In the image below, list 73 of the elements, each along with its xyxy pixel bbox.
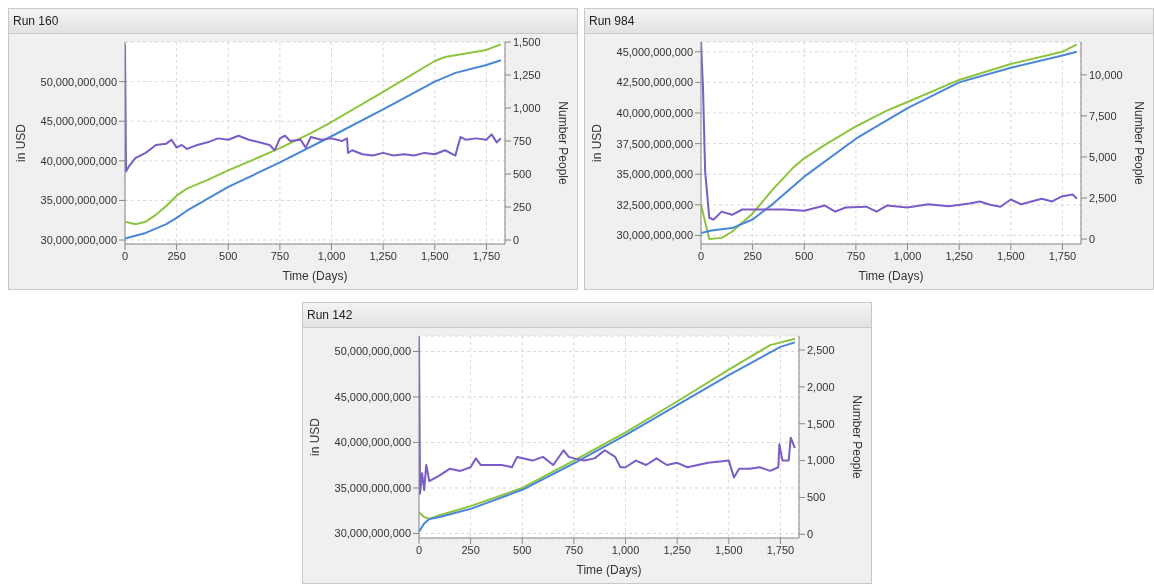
x-tick-label: 1,500: [421, 249, 449, 262]
x-tick-label: 750: [270, 249, 290, 262]
y-tick-label: 35,000,000,000: [334, 481, 411, 494]
y2-tick-label: 10,000: [1089, 68, 1123, 81]
y-tick-label: 45,000,000,000: [616, 45, 693, 58]
y-tick-label: 50,000,000,000: [334, 345, 411, 358]
y2-tick-label: 5,000: [1089, 150, 1117, 163]
x-tick-label: 750: [564, 543, 584, 556]
x-tick-label: 1,500: [715, 543, 743, 556]
x-tick-label: 1,750: [472, 249, 501, 262]
chart-title: Run 142: [303, 303, 871, 328]
y-tick-label: 30,000,000,000: [616, 229, 693, 242]
x-tick-label: 250: [461, 543, 480, 556]
x-tick-label: 500: [795, 249, 814, 262]
x-axis-title: Time (Days): [282, 269, 348, 283]
y2-tick-label: 1,250: [513, 68, 541, 81]
y-tick-label: 45,000,000,000: [40, 115, 117, 128]
x-tick-label: 1,000: [611, 543, 640, 556]
y2-tick-label: 2,500: [1089, 191, 1117, 204]
x-tick-label: 0: [697, 249, 705, 262]
y2-tick-label: 500: [513, 167, 532, 180]
x-tick-label: 1,500: [997, 249, 1025, 262]
x-tick-label: 1,250: [663, 543, 691, 556]
y2-tick-label: 1,500: [807, 417, 835, 430]
x-tick-label: 1,250: [369, 249, 397, 262]
x-tick-label: 1,000: [893, 249, 922, 262]
y2-tick-label: 500: [807, 491, 826, 504]
x-tick-label: 500: [513, 543, 532, 556]
y-tick-label: 35,000,000,000: [40, 194, 117, 207]
chart-title: Run 984: [585, 9, 1153, 34]
x-axis-title: Time (Days): [576, 563, 642, 577]
y-tick-label: 42,500,000,000: [616, 76, 693, 89]
y2-tick-label: 7,500: [1089, 109, 1117, 122]
y2-tick-label: 0: [513, 233, 520, 246]
y2-axis-title: Number People: [1131, 101, 1146, 186]
x-tick-label: 0: [121, 249, 129, 262]
line-series: [125, 59, 502, 240]
y-tick-label: 40,000,000,000: [334, 436, 411, 449]
y-tick-label: 40,000,000,000: [40, 154, 117, 167]
x-tick-label: 250: [743, 249, 762, 262]
y2-axis-title: Number People: [555, 101, 570, 186]
y2-tick-label: 2,500: [807, 343, 835, 356]
x-tick-label: 250: [167, 249, 186, 262]
y2-axis-title: Number People: [849, 395, 864, 480]
x-tick-label: 1,250: [945, 249, 973, 262]
y-axis-title: in USD: [14, 123, 29, 163]
chart-title: Run 160: [9, 9, 577, 34]
y-axis-title: in USD: [590, 123, 605, 163]
y-axis-title: in USD: [308, 417, 323, 457]
y2-tick-label: 1,000: [513, 101, 541, 114]
y2-tick-label: 2,000: [807, 380, 835, 393]
x-axis-title: Time (Days): [858, 269, 924, 283]
y-tick-label: 35,000,000,000: [616, 168, 693, 181]
y-tick-label: 32,500,000,000: [616, 198, 693, 211]
x-tick-label: 1,750: [1048, 249, 1077, 262]
y-tick-label: 40,000,000,000: [616, 106, 693, 119]
y2-tick-label: 250: [513, 200, 532, 213]
y-tick-label: 30,000,000,000: [334, 527, 411, 540]
line-series: [125, 43, 502, 226]
y2-tick-label: 1,500: [513, 35, 541, 48]
x-tick-label: 1,750: [766, 543, 795, 556]
y-tick-label: 50,000,000,000: [40, 75, 117, 88]
y-tick-label: 45,000,000,000: [334, 390, 411, 403]
y2-tick-label: 0: [807, 528, 814, 541]
y-tick-label: 30,000,000,000: [40, 233, 117, 246]
y-tick-label: 37,500,000,000: [616, 137, 693, 150]
x-tick-label: 1,000: [317, 249, 346, 262]
y2-tick-label: 1,000: [807, 454, 835, 467]
x-tick-label: 500: [219, 249, 238, 262]
x-tick-label: 750: [846, 249, 866, 262]
x-tick-label: 0: [415, 543, 423, 556]
y2-tick-label: 750: [513, 134, 532, 147]
y2-tick-label: 0: [1089, 232, 1096, 245]
